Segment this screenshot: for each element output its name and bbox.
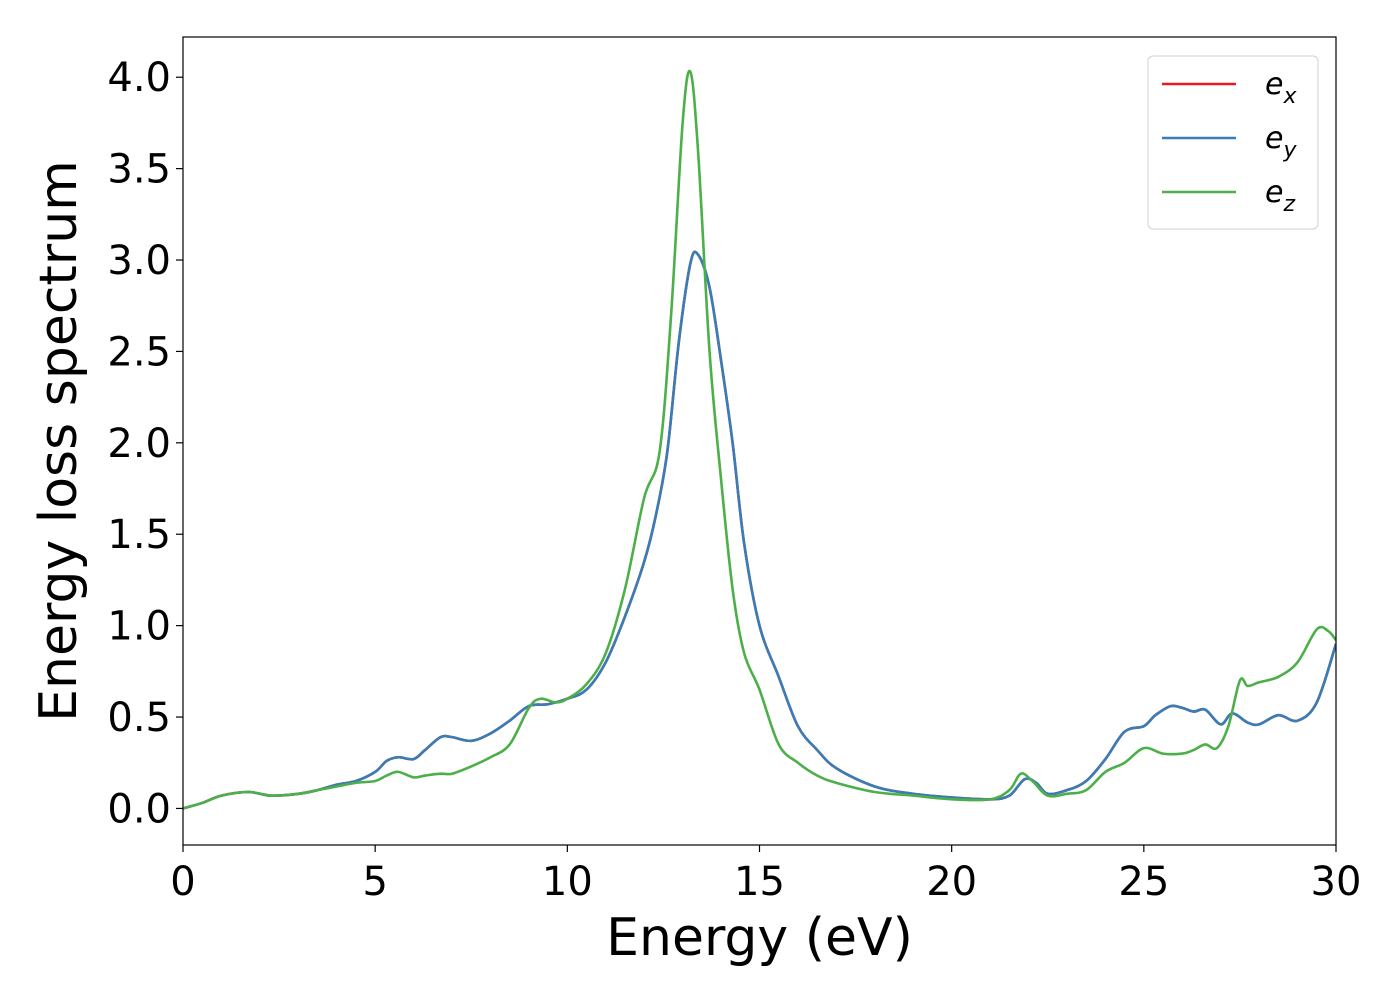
y-axis-ticks: 0.0 0.5 1.0 1.5 2.0 2.5 3.0 3.5 4.0 bbox=[107, 55, 183, 832]
series-line-e-y bbox=[183, 250, 1336, 810]
legend-label: ey bbox=[1265, 121, 1297, 163]
legend-label: ez bbox=[1265, 175, 1295, 217]
y-tick-label: 1.5 bbox=[107, 512, 171, 558]
x-tick-label: 15 bbox=[734, 859, 785, 905]
y-tick-label: 1.0 bbox=[107, 604, 171, 650]
y-tick-label: 2.0 bbox=[107, 421, 171, 467]
x-tick-label: 0 bbox=[170, 859, 195, 905]
y-tick-label: 2.5 bbox=[107, 329, 171, 375]
y-tick-label: 0.0 bbox=[107, 786, 171, 832]
y-tick-label: 3.5 bbox=[107, 147, 171, 193]
x-tick-label: 25 bbox=[1118, 859, 1169, 905]
plot-frame bbox=[182, 36, 1337, 846]
y-axis-label: Energy loss spectrum bbox=[29, 160, 89, 722]
x-axis-label: Energy (eV) bbox=[606, 908, 913, 968]
legend-label: ex bbox=[1265, 67, 1297, 109]
x-tick-label: 20 bbox=[926, 859, 977, 905]
series-line-e-z bbox=[183, 69, 1336, 810]
y-tick-label: 4.0 bbox=[107, 55, 171, 101]
x-tick-label: 30 bbox=[1311, 859, 1362, 905]
x-tick-label: 5 bbox=[362, 859, 387, 905]
series-line-e-x bbox=[183, 250, 1336, 810]
y-tick-label: 0.5 bbox=[107, 695, 171, 741]
x-axis-ticks: 0 5 10 15 20 25 30 bbox=[170, 845, 1361, 905]
x-tick-label: 10 bbox=[542, 859, 593, 905]
legend-box bbox=[1147, 55, 1319, 230]
legend: ex ey ez bbox=[1147, 55, 1319, 230]
series-layer bbox=[183, 69, 1336, 810]
y-tick-label: 3.0 bbox=[107, 238, 171, 284]
